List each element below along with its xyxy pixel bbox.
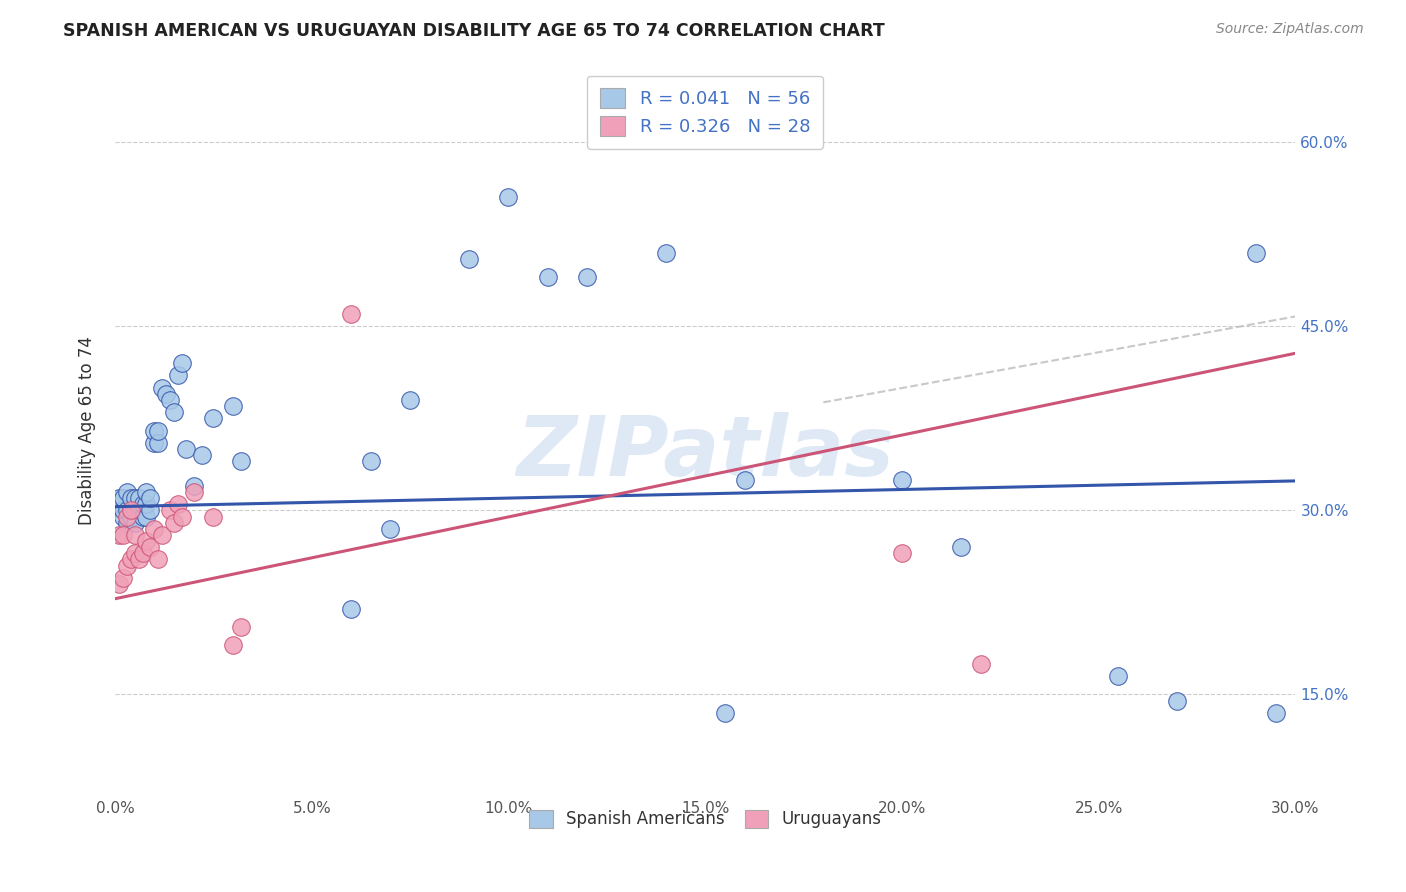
Point [128, 491, 150, 505]
Point [891, 546, 914, 560]
Point [108, 497, 131, 511]
Point [108, 577, 131, 591]
Point [167, 497, 190, 511]
Point [170, 509, 193, 524]
Point [108, 491, 131, 505]
Point [150, 528, 173, 542]
Point [498, 190, 520, 204]
Point [360, 454, 382, 468]
Point [170, 356, 193, 370]
Point [124, 491, 146, 505]
Point [537, 270, 560, 285]
Point [1264, 706, 1286, 720]
Text: SPANISH AMERICAN VS URUGUAYAN DISABILITY AGE 65 TO 74 CORRELATION CHART: SPANISH AMERICAN VS URUGUAYAN DISABILITY… [63, 22, 884, 40]
Point [950, 540, 973, 554]
Point [139, 540, 162, 554]
Point [135, 497, 157, 511]
Point [108, 528, 131, 542]
Point [222, 399, 245, 413]
Point [115, 509, 138, 524]
Point [714, 706, 737, 720]
Point [576, 270, 599, 285]
Legend: Spanish Americans, Uruguayans: Spanish Americans, Uruguayans [523, 803, 887, 835]
Point [202, 509, 225, 524]
Point [131, 509, 153, 524]
Point [124, 516, 146, 530]
Point [115, 503, 138, 517]
Point [163, 516, 186, 530]
Point [148, 552, 170, 566]
Point [115, 516, 138, 530]
Point [458, 252, 481, 266]
Point [124, 528, 146, 542]
Point [131, 546, 153, 560]
Point [139, 503, 162, 517]
Point [124, 546, 146, 560]
Point [399, 392, 422, 407]
Point [150, 381, 173, 395]
Point [229, 454, 252, 468]
Point [183, 479, 205, 493]
Point [163, 405, 186, 419]
Point [891, 473, 914, 487]
Point [111, 491, 134, 505]
Point [120, 509, 142, 524]
Point [167, 368, 190, 383]
Point [120, 503, 142, 517]
Point [128, 503, 150, 517]
Point [111, 503, 134, 517]
Point [139, 491, 162, 505]
Point [229, 620, 252, 634]
Point [131, 497, 153, 511]
Point [174, 442, 197, 456]
Point [1244, 245, 1267, 260]
Point [190, 448, 212, 462]
Point [115, 558, 138, 573]
Point [380, 522, 402, 536]
Point [128, 552, 150, 566]
Point [655, 245, 678, 260]
Point [111, 571, 134, 585]
Point [111, 528, 134, 542]
Point [148, 435, 170, 450]
Point [143, 522, 166, 536]
Point [124, 503, 146, 517]
Point [135, 485, 157, 500]
Point [1166, 693, 1188, 707]
Y-axis label: Disability Age 65 to 74: Disability Age 65 to 74 [79, 336, 96, 525]
Point [143, 424, 166, 438]
Point [120, 503, 142, 517]
Point [159, 392, 181, 407]
Point [120, 491, 142, 505]
Point [969, 657, 991, 671]
Point [1107, 669, 1129, 683]
Point [111, 509, 134, 524]
Point [135, 534, 157, 549]
Point [143, 435, 166, 450]
Point [148, 424, 170, 438]
Point [202, 411, 225, 425]
Point [135, 509, 157, 524]
Text: Source: ZipAtlas.com: Source: ZipAtlas.com [1216, 22, 1364, 37]
Point [222, 639, 245, 653]
Text: ZIPatlas: ZIPatlas [516, 412, 894, 492]
Point [340, 307, 363, 321]
Point [340, 601, 363, 615]
Point [115, 485, 138, 500]
Point [183, 485, 205, 500]
Point [155, 386, 177, 401]
Point [120, 552, 142, 566]
Point [159, 503, 181, 517]
Point [734, 473, 756, 487]
